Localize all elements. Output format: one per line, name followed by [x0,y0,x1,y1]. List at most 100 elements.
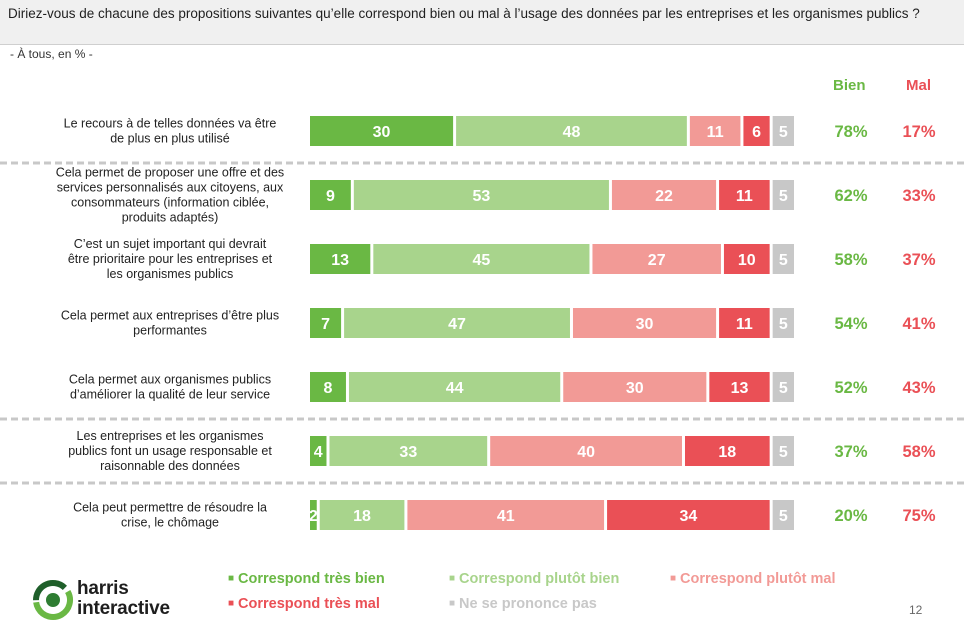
legend-item-nsp: ■ Ne se prononce pas [449,596,597,612]
total-mal-label: 17% [902,123,935,141]
question-text: Diriez-vous de chacune des propositions … [8,6,920,21]
bar-value-label: 6 [752,124,761,141]
total-mal-label: 43% [902,379,935,397]
total-bien-label: 78% [834,123,867,141]
bar-value-label: 5 [779,252,788,269]
legend-label: Correspond très bien [238,571,385,587]
bar-segment-tres-bien [310,180,351,210]
bar-segment-nsp [772,180,794,210]
bar-value-label: 34 [679,508,697,525]
bar-value-label: 33 [399,444,417,461]
bar-segment-tres-mal [743,116,770,146]
page-number: 12 [909,603,923,617]
total-bien-label: 54% [834,315,867,333]
bar-value-label: 11 [736,188,753,205]
bar-value-label: 53 [472,188,490,205]
bar-value-label: 22 [655,188,673,205]
legend-label: Correspond très mal [238,596,380,612]
category-label: Cela peut permettre de résoudre la crise,… [73,501,267,530]
category-label: C’est un sujet important qui devrait être… [68,237,273,281]
bar-segment-tres-bien [310,308,342,338]
bar-value-label: 2 [309,508,318,525]
bar-segment-plutot-mal [592,244,721,274]
bar-value-label: 48 [563,124,581,141]
total-mal-label: 41% [902,315,935,333]
bar-segment-plutot-mal [611,180,717,210]
legend-square-icon: ■ [670,573,677,584]
bar-segment-tres-bien [310,244,371,274]
bar-value-label: 45 [472,252,490,269]
bar-segment-tres-bien [310,436,327,466]
bar-segment-tres-bien [310,372,346,402]
total-mal-label: 37% [902,251,935,269]
bar-value-label: 4 [314,444,323,461]
legend-item-tres-bien: ■ Correspond très bien [228,571,385,587]
bar-value-label: 13 [731,380,749,397]
bar-value-label: 5 [779,316,788,333]
bar-segment-plutot-mal [563,372,707,402]
bar-value-label: 5 [779,188,788,205]
category-label: Cela permet de proposer une offre et des… [56,166,284,225]
category-label: Cela permet aux entreprises d’être plus p… [61,309,279,338]
bar-segment-tres-mal [719,180,770,210]
logo-mark-icon [33,580,73,620]
bar-segment-plutot-mal [490,436,682,466]
category-label: Le recours à de telles données va être de… [64,117,277,146]
logo-line-1: harris [77,578,129,599]
bar-value-label: 44 [446,380,464,397]
logo-line-2: interactive [77,598,170,619]
category-label: Cela permet aux organismes publics d’amél… [69,373,271,402]
legend-square-icon: ■ [228,598,235,609]
total-mal-label: 33% [902,187,935,205]
bar-segment-plutot-bien [456,116,687,146]
bar-segment-tres-mal [709,372,770,402]
logo-wordmark: harris interactive [77,579,170,619]
bar-segment-tres-mal [607,500,770,530]
legend-square-icon: ■ [228,573,235,584]
bar-segment-nsp [772,116,794,146]
bar-segment-plutot-bien [344,308,570,338]
total-bien-label: 37% [834,443,867,461]
bar-segment-tres-mal [684,436,770,466]
column-header-bien: Bien [833,77,866,94]
bar-value-label: 5 [779,124,788,141]
bar-segment-tres-mal [719,308,770,338]
total-mal-label: 58% [902,443,935,461]
harris-interactive-logo: harris interactive [32,577,202,623]
bar-value-label: 8 [324,380,333,397]
bar-segment-nsp [772,372,794,402]
bar-segment-tres-bien [310,500,317,530]
legend-label: Correspond plutôt mal [680,571,836,587]
bar-segment-plutot-bien [348,372,561,402]
bar-segment-plutot-bien [329,436,488,466]
legend-label: Correspond plutôt bien [459,571,620,587]
bar-segment-tres-mal [723,244,770,274]
bar-value-label: 7 [321,316,330,333]
bar-segment-nsp [772,308,794,338]
bar-segment-plutot-mal [572,308,717,338]
bar-value-label: 13 [331,252,349,269]
total-bien-label: 58% [834,251,867,269]
bar-value-label: 5 [779,508,788,525]
total-mal-label: 75% [902,507,935,525]
bar-value-label: 30 [626,380,644,397]
base-subtitle: - À tous, en % - [10,47,93,61]
category-label: Les entreprises et les organismes publics… [68,429,272,473]
bar-value-label: 11 [707,124,724,141]
bar-value-label: 30 [636,316,654,333]
total-bien-label: 52% [834,379,867,397]
bar-segment-tres-bien [310,116,454,146]
question-header: Diriez-vous de chacune des propositions … [0,0,964,45]
legend-square-icon: ■ [449,573,456,584]
bar-segment-plutot-bien [319,500,405,530]
legend-square-icon: ■ [449,598,456,609]
bar-segment-nsp [772,500,794,530]
bar-value-label: 5 [779,380,788,397]
bar-value-label: 27 [648,252,666,269]
bar-segment-plutot-bien [373,244,590,274]
total-bien-label: 20% [834,507,867,525]
bar-value-label: 47 [448,316,466,333]
legend-label: Ne se prononce pas [459,596,597,612]
bar-segment-plutot-mal [407,500,605,530]
